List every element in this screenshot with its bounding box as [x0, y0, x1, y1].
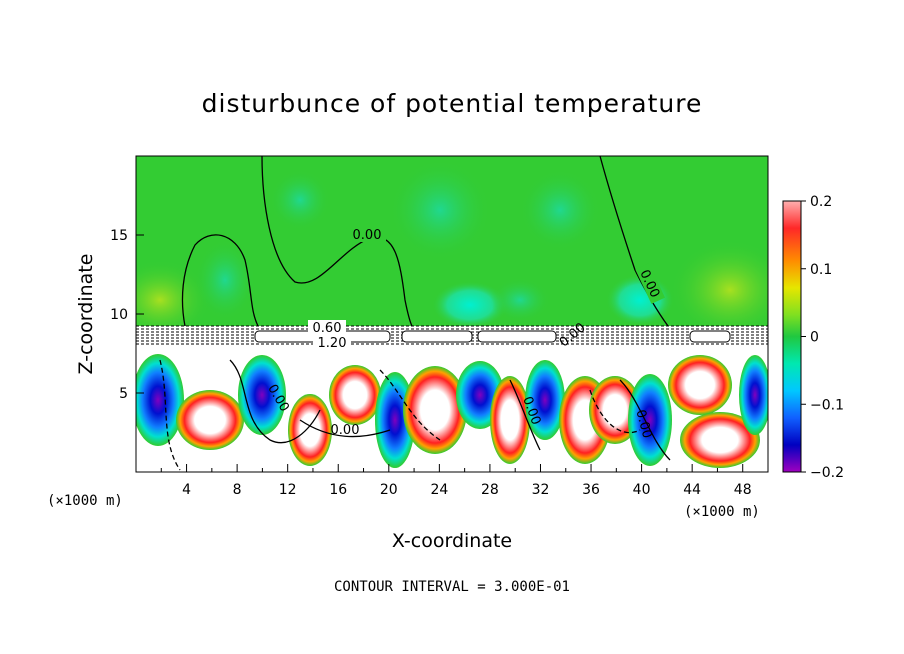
colorbar-tick-label: −0.1: [810, 397, 844, 413]
x-unit-right: (×1000 m): [684, 504, 760, 520]
contour-interval-note: CONTOUR INTERVAL = 3.000E-01: [334, 579, 570, 595]
x-unit-left: (×1000 m): [47, 493, 123, 509]
contour-lines: [159, 156, 671, 471]
x-tick-label: 40: [633, 482, 651, 498]
x-tick-label: 44: [683, 482, 701, 498]
y-tick-label: 5: [119, 386, 128, 402]
colorbar-tick-label: 0: [810, 330, 819, 346]
x-axis-title: X-coordinate: [392, 530, 512, 552]
colorbar-tick-label: 0.1: [810, 262, 832, 278]
y-tick-label: 15: [110, 228, 128, 244]
colorbar-tick-label: 0.2: [810, 194, 832, 210]
x-tick-label: 16: [329, 482, 347, 498]
x-tick-label: 12: [279, 482, 297, 498]
x-tick-label: 28: [481, 482, 499, 498]
x-tick-label: 32: [532, 482, 550, 498]
contour-label: 0.00: [331, 423, 360, 438]
contour-label: 0.00: [353, 228, 382, 243]
y-axis-title: Z-coordinate: [75, 254, 97, 375]
plot-area: 0.00 0.00 0.60 1.20 0.00 0.00 0.00 0.00 …: [136, 156, 768, 472]
x-tick-label: 8: [233, 482, 242, 498]
y-axis-ticks: 5 10 15: [110, 228, 144, 402]
x-tick-label: 24: [430, 482, 448, 498]
x-tick-label: 4: [182, 482, 191, 498]
y-tick-label: 10: [110, 307, 128, 323]
inversion-band: [136, 325, 768, 346]
contour-label: 0.60: [313, 321, 342, 336]
chart-title: disturbunce of potential temperature: [202, 89, 703, 118]
colorbar: [782, 200, 802, 473]
colorbar-ticks: 0.2 0.1 0 −0.1 −0.2: [801, 194, 844, 481]
x-tick-label: 36: [582, 482, 600, 498]
lower-field: [136, 345, 768, 472]
x-tick-label: 48: [734, 482, 752, 498]
x-axis-ticks: 4 8 12 16 20 24 28 32 36 40 44 48: [160, 464, 752, 498]
x-tick-label: 20: [380, 482, 398, 498]
colorbar-tick-label: −0.2: [810, 465, 844, 481]
contour-label: 0.00: [632, 408, 654, 440]
contour-label: 1.20: [318, 336, 347, 351]
